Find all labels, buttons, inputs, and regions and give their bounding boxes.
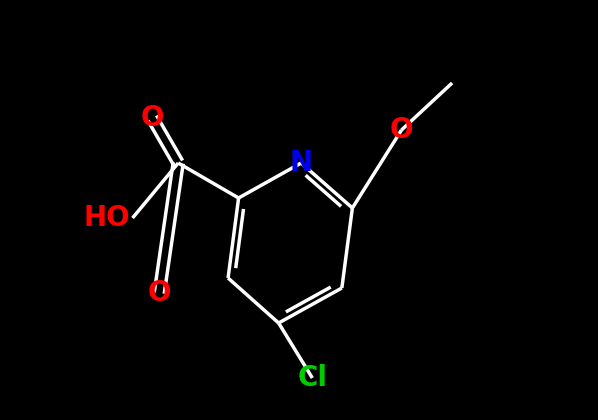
Text: N: N: [289, 149, 313, 177]
Text: HO: HO: [84, 204, 130, 232]
Text: O: O: [390, 116, 413, 144]
Text: O: O: [141, 104, 164, 132]
Text: O: O: [148, 279, 171, 307]
Text: Cl: Cl: [297, 364, 327, 392]
